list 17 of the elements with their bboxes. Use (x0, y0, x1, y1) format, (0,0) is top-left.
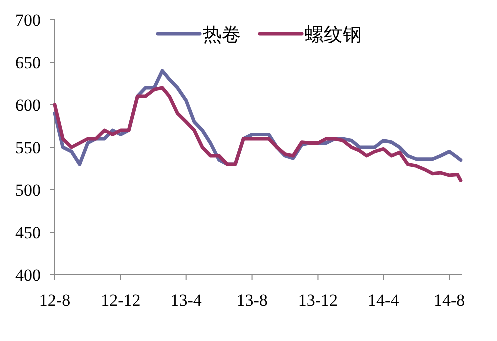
x-tick-label: 13-12 (298, 291, 338, 310)
y-tick-label: 600 (16, 96, 41, 115)
y-tick-label: 550 (16, 138, 41, 158)
x-tick-label: 12-8 (39, 291, 71, 310)
x-tick-label: 12-12 (101, 291, 141, 310)
y-tick-label: 650 (16, 54, 41, 72)
legend-label: 螺纹钢 (305, 24, 362, 46)
legend-label: 热卷 (203, 24, 241, 46)
x-tick-label: 13-4 (170, 291, 202, 310)
y-tick-label: 700 (16, 11, 41, 30)
x-tick-label: 13-8 (236, 291, 268, 310)
line-series (53, 86, 463, 182)
x-tick-label: 14-8 (434, 291, 466, 310)
y-tick-label: 400 (16, 266, 41, 285)
x-tick-label: 14-4 (368, 291, 400, 310)
y-tick-label: 450 (16, 224, 41, 242)
y-tick-label: 500 (16, 181, 41, 200)
